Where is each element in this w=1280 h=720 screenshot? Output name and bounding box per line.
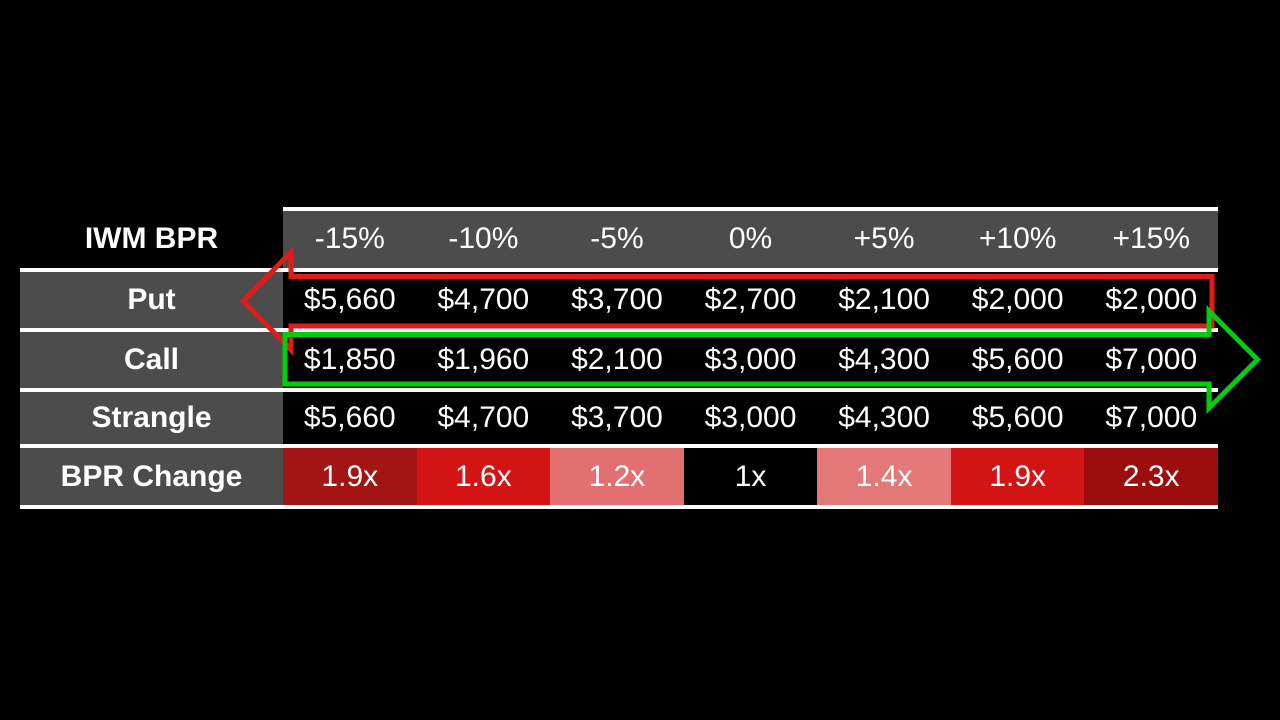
table-row-strangle: Strangle $5,660 $4,700 $3,700 $3,000 $4,…: [20, 392, 1218, 444]
value-cell: $5,660: [303, 283, 396, 316]
bpr-change-cell: 1.2x: [550, 448, 684, 505]
row-label-call: Call: [20, 332, 283, 388]
table-row-put: Put $5,660 $4,700 $3,700 $2,700 $2,100 $…: [20, 272, 1218, 328]
value-cell: $1,850: [303, 343, 396, 376]
value-cell: $4,300: [838, 343, 930, 376]
value-cell: $5,600: [971, 343, 1064, 376]
bpr-change-cell: 2.3x: [1084, 448, 1219, 505]
column-header: 0%: [683, 210, 818, 268]
corner-label: IWM BPR: [84, 222, 219, 255]
column-header: +10%: [950, 210, 1085, 268]
bpr-change-cell: 1.9x: [950, 448, 1085, 505]
bpr-change-cell: 1x: [683, 448, 818, 505]
row-separator: [20, 444, 1218, 448]
value-cell: $2,100: [571, 343, 663, 376]
bpr-change-cell: 1.4x: [817, 448, 951, 505]
column-header: -5%: [550, 210, 684, 268]
table-row-bpr-change: BPR Change 1.9x 1.6x 1.2x 1x 1.4x 1.9x 2…: [20, 448, 1219, 505]
value-cell: $7,000: [1105, 401, 1198, 434]
row-separator: [20, 505, 1218, 509]
value-cell: $3,000: [704, 401, 797, 434]
value-cell: $7,000: [1105, 343, 1198, 376]
value-cell: $4,300: [838, 401, 930, 434]
column-header: -10%: [416, 210, 551, 268]
value-cell: $2,000: [1105, 283, 1198, 316]
column-header: +15%: [1084, 210, 1219, 268]
column-header: -15%: [283, 210, 417, 268]
value-cell: $5,660: [303, 401, 396, 434]
value-cell: $5,600: [971, 401, 1064, 434]
row-separator: [20, 268, 1218, 272]
table-row-call: Call $1,850 $1,960 $2,100 $3,000 $4,300 …: [20, 332, 1218, 388]
table-header-row: IWM BPR -15% -10% -5% 0% +5% +10% +15%: [20, 210, 1219, 268]
row-label-strangle: Strangle: [20, 392, 283, 444]
column-header: +5%: [817, 210, 951, 268]
value-cell: $3,700: [571, 283, 663, 316]
value-cell: $2,000: [971, 283, 1064, 316]
row-label-bpr-change: BPR Change: [20, 448, 283, 505]
value-cell: $2,700: [704, 283, 797, 316]
bpr-change-cell: 1.6x: [416, 448, 551, 505]
value-cell: $4,700: [437, 283, 530, 316]
value-cell: $4,700: [437, 401, 530, 434]
bpr-change-cell: 1.9x: [283, 448, 417, 505]
row-label-put: Put: [20, 272, 283, 328]
value-cell: $1,960: [437, 343, 530, 376]
value-cell: $3,700: [571, 401, 663, 434]
row-separator: [283, 207, 1218, 211]
row-separator: [20, 328, 1218, 332]
value-cell: $2,100: [838, 283, 930, 316]
value-cell: $3,000: [704, 343, 797, 376]
row-separator: [20, 388, 1218, 392]
